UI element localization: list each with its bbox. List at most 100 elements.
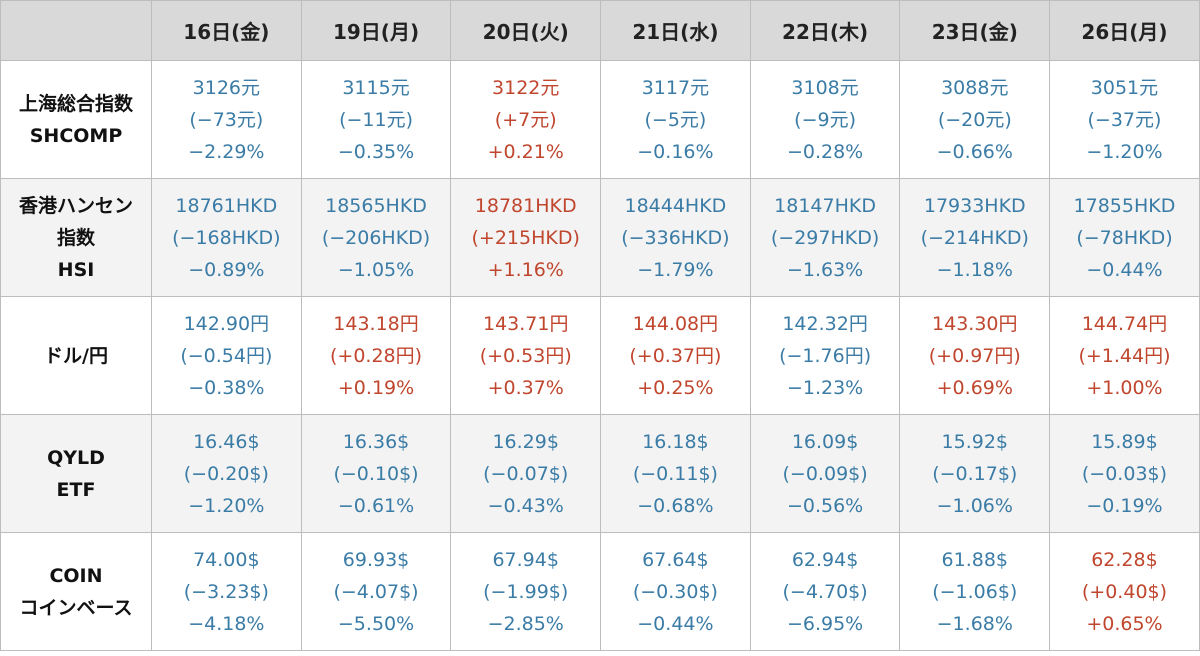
- row-label-line: 指数: [56, 226, 95, 249]
- price-cell: 142.32円 (−1.76円) −1.23%: [749, 296, 901, 415]
- price-cell: 17855HKD (−78HKD) −0.44%: [1049, 178, 1200, 297]
- price-change: (+0.53円): [479, 344, 572, 367]
- price-value: 3088元: [941, 76, 1009, 99]
- price-value: 18444HKD: [624, 194, 727, 217]
- price-change: (−336HKD): [621, 226, 730, 249]
- row-label-line: コインベース: [19, 596, 133, 619]
- date-header: 22日(木): [749, 0, 901, 61]
- row-label-line: QYLD: [47, 446, 105, 469]
- price-value: 142.90円: [183, 312, 270, 335]
- price-change: (−73元): [189, 108, 264, 131]
- price-change-percent: −0.44%: [637, 612, 714, 635]
- price-cell: 74.00$ (−3.23$) −4.18%: [151, 532, 302, 651]
- price-value: 143.71円: [482, 312, 569, 335]
- price-cell: 17933HKD (−214HKD) −1.18%: [899, 178, 1051, 297]
- price-value: 67.94$: [492, 548, 559, 571]
- price-change-percent: −1.63%: [786, 258, 864, 281]
- price-change-percent: −4.18%: [188, 612, 265, 635]
- price-value: 18565HKD: [325, 194, 427, 217]
- price-cell: 144.08円 (+0.37円) +0.25%: [600, 296, 751, 415]
- row-label-line: ドル/円: [44, 344, 108, 367]
- price-change: (−0.10$): [333, 462, 419, 485]
- row-label: 上海総合指数 SHCOMP: [0, 60, 152, 179]
- price-change-percent: −1.79%: [637, 258, 714, 281]
- price-change-percent: −0.89%: [188, 258, 265, 281]
- price-change: (−0.03$): [1081, 462, 1168, 485]
- price-cell: 16.46$ (−0.20$) −1.20%: [151, 414, 302, 533]
- price-cell: 18147HKD (−297HKD) −1.63%: [749, 178, 901, 297]
- price-value: 16.29$: [492, 430, 559, 453]
- price-change-percent: −0.28%: [786, 140, 864, 163]
- price-cell: 16.36$ (−0.10$) −0.61%: [300, 414, 452, 533]
- price-change-percent: −0.38%: [188, 376, 265, 399]
- price-value: 144.08円: [632, 312, 719, 335]
- price-change: (−1.99$): [483, 580, 569, 603]
- price-change-percent: +1.16%: [487, 258, 564, 281]
- price-value: 3126元: [192, 76, 261, 99]
- price-cell: 15.89$ (−0.03$) −0.19%: [1049, 414, 1200, 533]
- row-label: COIN コインベース: [0, 532, 152, 651]
- row-label-line: COIN: [49, 564, 103, 587]
- row-label-line: ETF: [56, 478, 96, 501]
- price-change: (−9元): [794, 108, 857, 131]
- price-change-percent: −0.19%: [1086, 494, 1163, 517]
- price-cell: 15.92$ (−0.17$) −1.06%: [899, 414, 1051, 533]
- price-change: (−214HKD): [920, 226, 1029, 249]
- price-cell: 18761HKD (−168HKD) −0.89%: [151, 178, 302, 297]
- price-change: (−11元): [339, 108, 413, 131]
- price-value: 3108元: [791, 76, 859, 99]
- price-value: 16.36$: [342, 430, 410, 453]
- price-cell: 18444HKD (−336HKD) −1.79%: [600, 178, 751, 297]
- price-value: 143.30円: [932, 312, 1018, 335]
- price-change: (+7元): [494, 108, 557, 131]
- price-change: (−5元): [644, 108, 707, 131]
- price-cell: 3051元 (−37元) −1.20%: [1049, 60, 1200, 179]
- price-change-percent: −0.16%: [637, 140, 714, 163]
- price-change: (−0.30$): [632, 580, 718, 603]
- table-row: QYLD ETF 16.46$ (−0.20$) −1.20% 16.36$ (−0.10$…: [0, 414, 1200, 533]
- price-cell: 3088元 (−20元) −0.66%: [899, 60, 1051, 179]
- price-value: 61.88$: [941, 548, 1009, 571]
- price-cell: 143.30円 (+0.97円) +0.69%: [899, 296, 1051, 415]
- date-header: 26日(月): [1049, 0, 1200, 61]
- price-change-percent: −0.56%: [786, 494, 864, 517]
- price-value: 74.00$: [193, 548, 260, 571]
- price-value: 67.64$: [642, 548, 709, 571]
- price-value: 3122元: [492, 76, 560, 99]
- price-value: 16.09$: [791, 430, 859, 453]
- price-change-percent: +0.25%: [637, 376, 714, 399]
- table-row: COIN コインベース 74.00$ (−3.23$) −4.18% 69.93$ (−4.…: [0, 532, 1200, 651]
- row-label: 香港ハンセン 指数 HSI: [0, 178, 152, 297]
- price-change-percent: +0.21%: [487, 140, 564, 163]
- price-value: 16.46$: [193, 430, 260, 453]
- date-header: 16日(金): [151, 0, 302, 61]
- price-value: 142.32円: [782, 312, 868, 335]
- price-cell: 62.94$ (−4.70$) −6.95%: [749, 532, 901, 651]
- price-cell: 3115元 (−11元) −0.35%: [300, 60, 452, 179]
- price-change-percent: −5.50%: [337, 612, 415, 635]
- price-value: 17855HKD: [1073, 194, 1176, 217]
- date-header: 23日(金): [899, 0, 1051, 61]
- price-change: (−0.09$): [782, 462, 868, 485]
- price-change-percent: −2.85%: [487, 612, 564, 635]
- price-change-percent: −0.61%: [337, 494, 415, 517]
- price-value: 15.92$: [941, 430, 1009, 453]
- row-label: ドル/円: [0, 296, 152, 415]
- price-change: (−0.54円): [180, 344, 273, 367]
- price-change: (−4.07$): [333, 580, 419, 603]
- price-cell: 67.64$ (−0.30$) −0.44%: [600, 532, 751, 651]
- row-label: QYLD ETF: [0, 414, 152, 533]
- price-value: 18781HKD: [474, 194, 577, 217]
- price-change-percent: +0.37%: [487, 376, 564, 399]
- row-label-line: HSI: [57, 258, 95, 281]
- price-change: (−0.20$): [183, 462, 269, 485]
- price-change-percent: −0.66%: [936, 140, 1013, 163]
- price-change-percent: −1.20%: [1086, 140, 1163, 163]
- price-change: (+215HKD): [471, 226, 580, 249]
- price-change-percent: −0.43%: [487, 494, 564, 517]
- price-change-percent: −1.20%: [188, 494, 265, 517]
- price-change-percent: −2.29%: [188, 140, 265, 163]
- price-value: 17933HKD: [923, 194, 1026, 217]
- row-label-line: 上海総合指数: [18, 92, 133, 115]
